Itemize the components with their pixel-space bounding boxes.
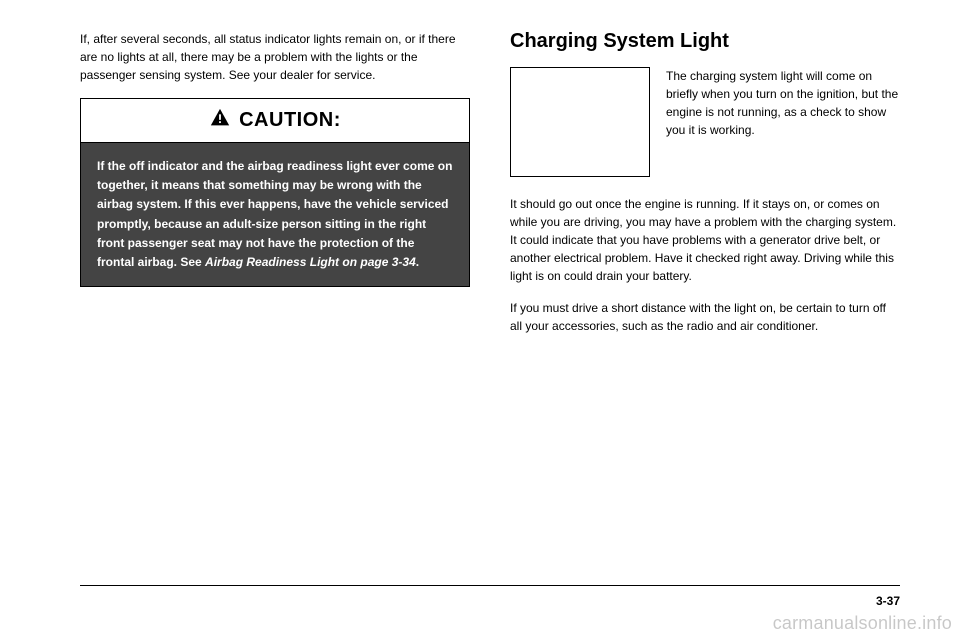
caution-reference: Airbag Readiness Light on page 3-34 xyxy=(205,255,416,269)
indicator-light-figure xyxy=(510,67,650,177)
figure-row: The charging system light will come on b… xyxy=(510,67,900,177)
right-column: Charging System Light The charging syste… xyxy=(510,30,900,349)
caution-body: If the off indicator and the airbag read… xyxy=(81,143,469,286)
caution-box: CAUTION: If the off indicator and the ai… xyxy=(80,98,470,287)
caution-text-post: . xyxy=(416,255,419,269)
page-number: 3-37 xyxy=(876,594,900,608)
caution-text-pre: If the off indicator and the airbag read… xyxy=(97,159,452,269)
caution-label: CAUTION: xyxy=(239,109,341,132)
footer-rule xyxy=(80,585,900,586)
left-column: If, after several seconds, all status in… xyxy=(80,30,470,349)
intro-paragraph: If, after several seconds, all status in… xyxy=(80,30,470,84)
body-paragraph-2: If you must drive a short distance with … xyxy=(510,299,900,335)
page-content: If, after several seconds, all status in… xyxy=(0,0,960,389)
watermark: carmanualsonline.info xyxy=(773,613,952,634)
body-paragraph-1: It should go out once the engine is runn… xyxy=(510,195,900,285)
caution-header: CAUTION: xyxy=(81,99,469,143)
figure-caption: The charging system light will come on b… xyxy=(666,67,900,139)
section-title: Charging System Light xyxy=(510,30,900,53)
warning-icon xyxy=(209,107,231,134)
